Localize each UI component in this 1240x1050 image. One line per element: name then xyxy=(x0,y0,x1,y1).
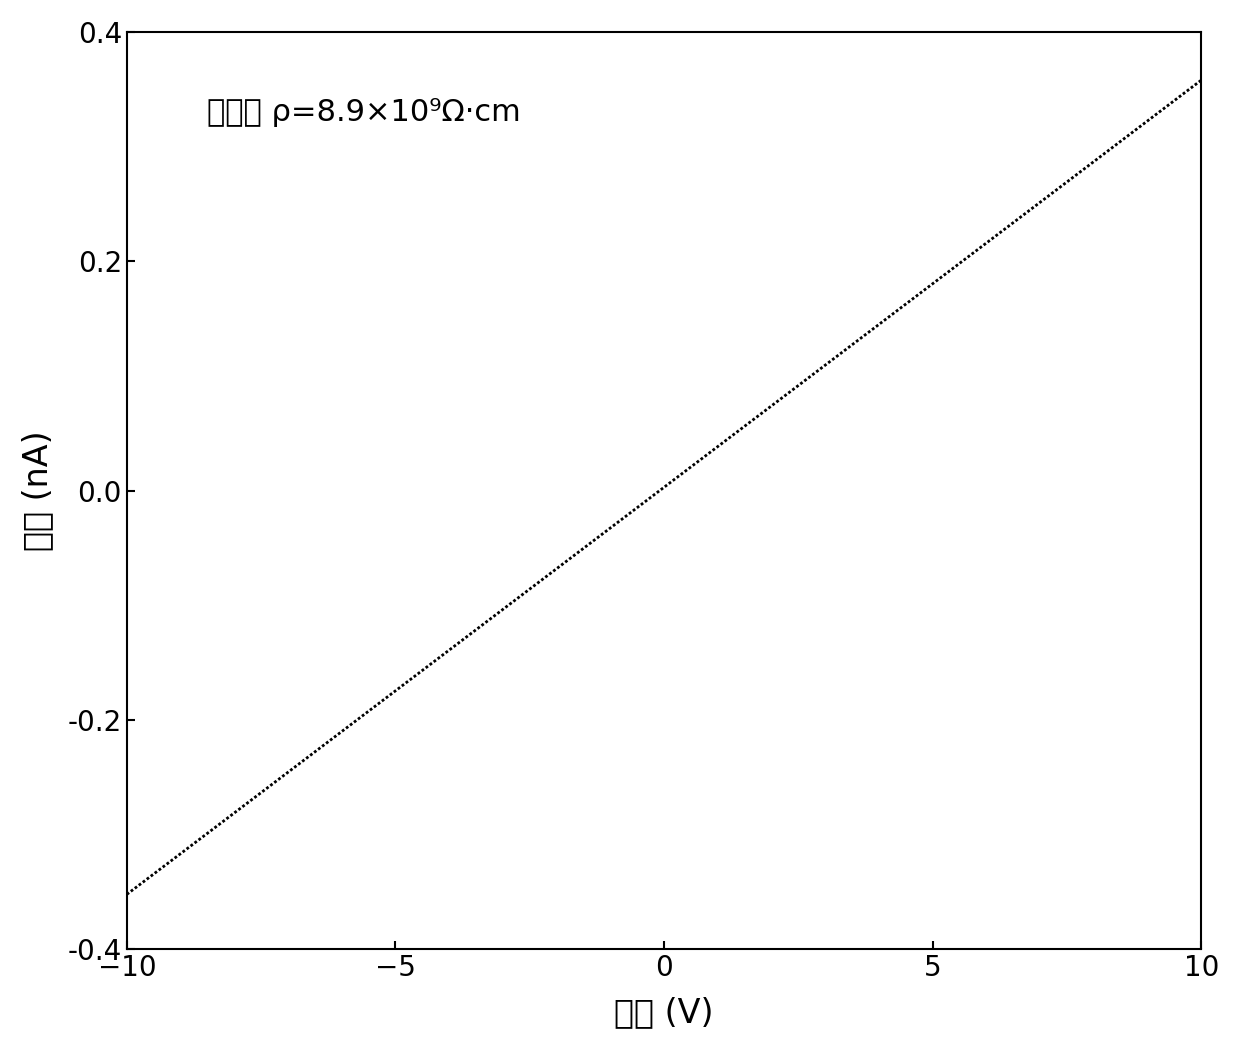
X-axis label: 电压 (V): 电压 (V) xyxy=(614,996,714,1029)
Y-axis label: 电流 (nA): 电流 (nA) xyxy=(21,430,53,551)
Text: 电阻率 ρ=8.9×10⁹Ω·cm: 电阻率 ρ=8.9×10⁹Ω·cm xyxy=(207,98,521,127)
